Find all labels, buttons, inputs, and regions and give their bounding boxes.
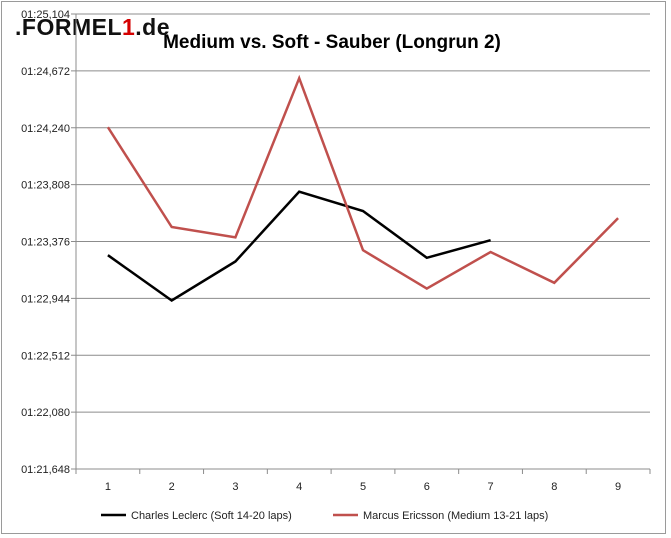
x-tick-label: 5 [360, 481, 366, 493]
x-tick-label: 8 [551, 481, 557, 493]
y-tick-label: 01:24,672 [21, 66, 70, 78]
logo-suffix: .de [135, 14, 171, 40]
y-tick-label: 01:23,808 [21, 180, 70, 192]
y-tick-label: 01:22,944 [21, 293, 70, 305]
y-tick-label: 01:24,240 [21, 123, 70, 135]
y-tick-labels: 01:21,648 01:22,080 01:22,512 01:22,944 01:2… [21, 9, 70, 476]
formel1-logo: .FORMEL1.de [15, 14, 170, 41]
logo-highlight: 1 [122, 14, 136, 40]
x-tick-label: 6 [424, 481, 430, 493]
logo-prefix: .FORMEL [15, 14, 122, 40]
legend: Charles Leclerc (Soft 14-20 laps) Marcus … [101, 510, 548, 522]
x-tick-label: 9 [615, 481, 621, 493]
legend-label: Marcus Ericsson (Medium 13-21 laps) [363, 510, 548, 522]
grid-lines [71, 13, 650, 470]
x-tick-label: 4 [296, 481, 302, 493]
y-tick-label: 01:23,376 [21, 237, 70, 249]
legend-label: Charles Leclerc (Soft 14-20 laps) [131, 510, 292, 522]
series-lines [106, 74, 619, 302]
x-tick-label: 3 [232, 481, 238, 493]
x-tick-labels: 1 2 3 4 5 6 7 8 9 [75, 469, 651, 493]
series-line-2 [106, 74, 619, 291]
x-tick-label: 1 [105, 481, 111, 493]
y-tick-label: 01:25,104 [21, 9, 70, 21]
x-tick-label: 7 [487, 481, 493, 493]
y-tick-label: 01:21,648 [21, 464, 70, 476]
x-tick-label: 2 [169, 481, 175, 493]
axes [75, 14, 650, 470]
y-tick-label: 01:22,512 [21, 350, 70, 362]
series-line-1 [107, 190, 491, 302]
y-tick-label: 01:22,080 [21, 407, 70, 419]
chart-title: Medium vs. Soft - Sauber (Longrun 2) [163, 32, 501, 53]
